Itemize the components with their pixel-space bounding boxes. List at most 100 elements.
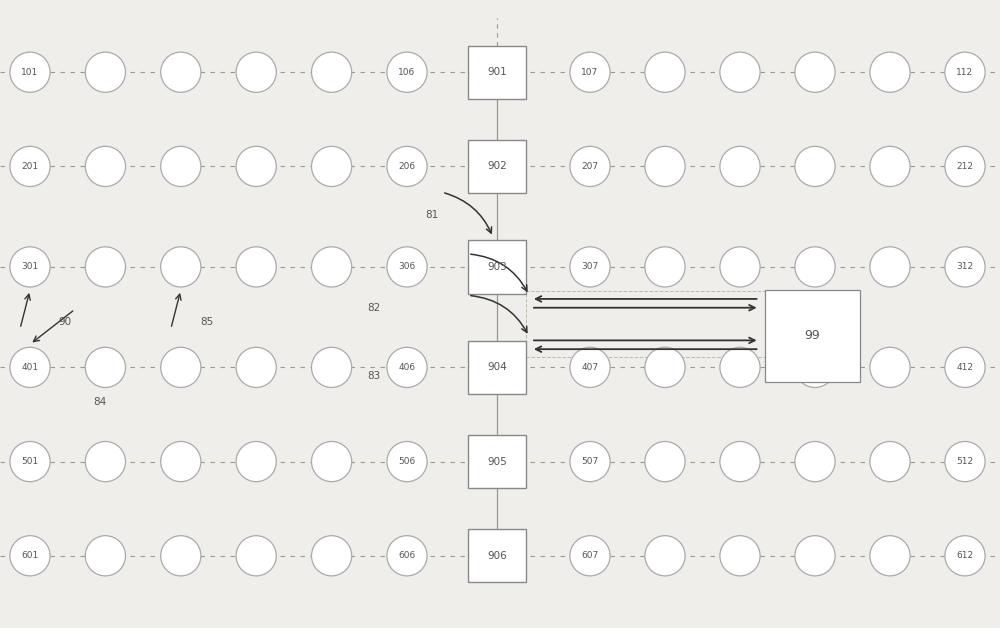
Text: 612: 612 (956, 551, 974, 560)
Text: 84: 84 (93, 397, 107, 407)
Circle shape (236, 347, 276, 387)
Circle shape (570, 52, 610, 92)
Text: 412: 412 (956, 363, 974, 372)
Circle shape (10, 52, 50, 92)
Circle shape (795, 52, 835, 92)
Text: 107: 107 (581, 68, 599, 77)
Circle shape (312, 52, 352, 92)
Circle shape (85, 52, 125, 92)
Circle shape (236, 52, 276, 92)
Circle shape (870, 536, 910, 576)
Circle shape (870, 146, 910, 187)
Circle shape (945, 441, 985, 482)
Circle shape (720, 347, 760, 387)
Bar (468, 140, 526, 193)
Circle shape (312, 441, 352, 482)
Circle shape (720, 441, 760, 482)
Text: 106: 106 (398, 68, 416, 77)
Bar (468, 46, 526, 99)
Circle shape (85, 247, 125, 287)
Circle shape (161, 247, 201, 287)
Circle shape (85, 146, 125, 187)
Circle shape (387, 52, 427, 92)
Bar (468, 241, 526, 294)
Circle shape (570, 347, 610, 387)
Circle shape (236, 441, 276, 482)
Circle shape (720, 52, 760, 92)
Circle shape (795, 247, 835, 287)
Text: 90: 90 (58, 317, 72, 327)
Circle shape (645, 441, 685, 482)
Circle shape (10, 536, 50, 576)
Circle shape (236, 536, 276, 576)
Text: 904: 904 (487, 362, 507, 372)
Text: 903: 903 (487, 262, 507, 272)
Circle shape (720, 247, 760, 287)
Circle shape (387, 347, 427, 387)
Text: 905: 905 (487, 457, 507, 467)
Circle shape (312, 347, 352, 387)
Text: 401: 401 (21, 363, 39, 372)
Text: 301: 301 (21, 263, 39, 271)
Circle shape (312, 146, 352, 187)
Text: 201: 201 (21, 162, 39, 171)
Bar (468, 435, 526, 489)
Circle shape (85, 536, 125, 576)
Bar (468, 529, 526, 583)
Circle shape (570, 247, 610, 287)
Text: 901: 901 (487, 67, 507, 77)
Text: 906: 906 (487, 551, 507, 561)
Circle shape (312, 536, 352, 576)
Circle shape (570, 536, 610, 576)
Text: 112: 112 (956, 68, 974, 77)
Circle shape (645, 247, 685, 287)
Text: 501: 501 (21, 457, 39, 466)
Circle shape (720, 536, 760, 576)
Circle shape (720, 146, 760, 187)
Text: 406: 406 (398, 363, 416, 372)
Circle shape (387, 441, 427, 482)
Circle shape (10, 347, 50, 387)
Text: 206: 206 (398, 162, 416, 171)
Circle shape (945, 536, 985, 576)
Circle shape (945, 347, 985, 387)
Bar (765, 290, 860, 381)
Text: 85: 85 (200, 317, 214, 327)
Circle shape (870, 247, 910, 287)
Circle shape (570, 441, 610, 482)
Circle shape (645, 536, 685, 576)
Text: 407: 407 (581, 363, 599, 372)
Text: 312: 312 (956, 263, 974, 271)
Text: 507: 507 (581, 457, 599, 466)
Circle shape (10, 441, 50, 482)
Circle shape (85, 441, 125, 482)
Circle shape (945, 52, 985, 92)
Bar (468, 340, 526, 394)
Text: 606: 606 (398, 551, 416, 560)
Circle shape (945, 247, 985, 287)
Text: 83: 83 (367, 371, 380, 381)
Circle shape (795, 146, 835, 187)
Circle shape (387, 146, 427, 187)
Text: 607: 607 (581, 551, 599, 560)
Circle shape (795, 536, 835, 576)
Circle shape (870, 347, 910, 387)
Circle shape (161, 347, 201, 387)
Text: 506: 506 (398, 457, 416, 466)
Text: 212: 212 (956, 162, 974, 171)
Text: 306: 306 (398, 263, 416, 271)
Text: 902: 902 (487, 161, 507, 171)
Text: 601: 601 (21, 551, 39, 560)
Circle shape (945, 146, 985, 187)
Circle shape (236, 146, 276, 187)
Text: 81: 81 (425, 210, 438, 220)
Text: 207: 207 (581, 162, 599, 171)
Circle shape (10, 146, 50, 187)
Text: 512: 512 (956, 457, 974, 466)
Circle shape (387, 536, 427, 576)
Bar (526, 291, 765, 357)
Circle shape (870, 52, 910, 92)
Text: 101: 101 (21, 68, 39, 77)
Circle shape (10, 247, 50, 287)
Circle shape (795, 347, 835, 387)
